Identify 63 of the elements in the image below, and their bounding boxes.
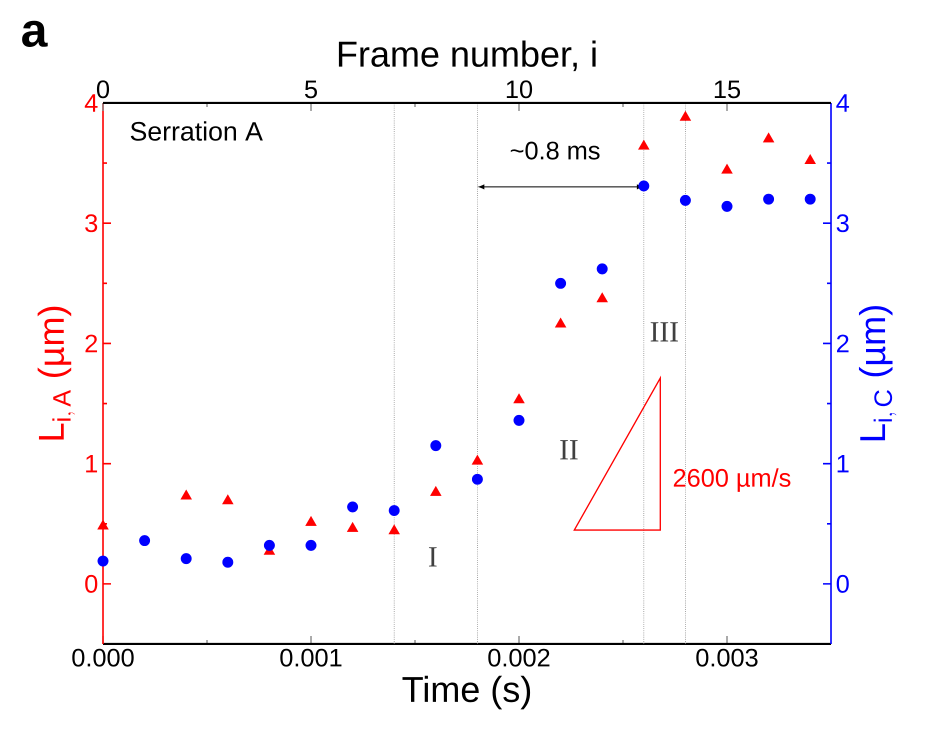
y2-tick-label: 3 — [836, 214, 849, 232]
x-tick-label: 0.002 — [488, 648, 550, 667]
point — [180, 490, 192, 500]
point — [513, 394, 525, 404]
x-tick-label: 0.001 — [280, 648, 342, 667]
point — [388, 524, 400, 534]
point — [98, 556, 108, 566]
point — [722, 200, 732, 212]
point — [97, 520, 109, 530]
point — [347, 501, 358, 512]
point — [763, 132, 774, 142]
annotation: Serration A — [130, 121, 263, 141]
point — [555, 318, 566, 328]
point — [804, 154, 816, 164]
point — [222, 494, 234, 504]
point — [430, 486, 442, 496]
point — [388, 505, 400, 516]
point — [222, 556, 234, 568]
point — [638, 140, 650, 150]
y2-tick-label: 0 — [836, 574, 849, 593]
point — [472, 454, 483, 465]
annotation: ~0.8 ms — [510, 142, 600, 160]
annotation: I — [428, 547, 437, 566]
x2-tick-label: 10 — [506, 80, 532, 98]
point — [430, 440, 442, 452]
point — [306, 540, 316, 551]
x-axis-title: Time (s) — [402, 676, 530, 710]
y2-tick-label: 2 — [836, 334, 849, 352]
point — [596, 292, 608, 302]
point — [514, 414, 524, 426]
point — [596, 263, 608, 274]
point — [180, 553, 192, 564]
point — [305, 516, 317, 526]
x2-tick-label: 15 — [714, 80, 740, 98]
point — [804, 194, 816, 205]
point — [721, 164, 733, 174]
x2-axis-title: Frame number, i — [338, 40, 596, 72]
y-axis-title: $\mathrm{L}_{\mathrm{i,\,A}}\ \text{(µm)}$ — [38, 306, 76, 440]
point — [680, 194, 691, 206]
y-tick-label: 2 — [85, 334, 98, 352]
point — [638, 180, 650, 192]
point — [347, 522, 358, 532]
annotation: II — [560, 440, 578, 460]
x-tick-label: 0.000 — [72, 648, 134, 667]
point — [680, 111, 691, 121]
y-tick-label: 1 — [86, 454, 98, 472]
y2-tick-label: 1 — [838, 454, 849, 472]
y-tick-label: 4 — [84, 94, 98, 112]
x2-tick-label: 0 — [96, 80, 110, 98]
y2-axis-title: $\mathrm{L}_{\mathrm{i,\,C}}\ \text{(µm)}$ — [858, 306, 896, 440]
annotation: 2600 µm/s — [674, 468, 790, 492]
point — [139, 535, 150, 546]
text: a — [22, 20, 48, 47]
x2-tick-label: 5 — [304, 80, 317, 98]
y-tick-label: 0 — [85, 574, 98, 593]
x-tick-label: 0.003 — [696, 648, 758, 667]
annotation: III — [650, 322, 678, 342]
y-tick-label: 3 — [85, 214, 98, 232]
y2-tick-label: 4 — [836, 94, 850, 112]
point — [555, 278, 566, 289]
point — [472, 474, 483, 485]
point — [763, 194, 774, 205]
point — [264, 540, 275, 551]
